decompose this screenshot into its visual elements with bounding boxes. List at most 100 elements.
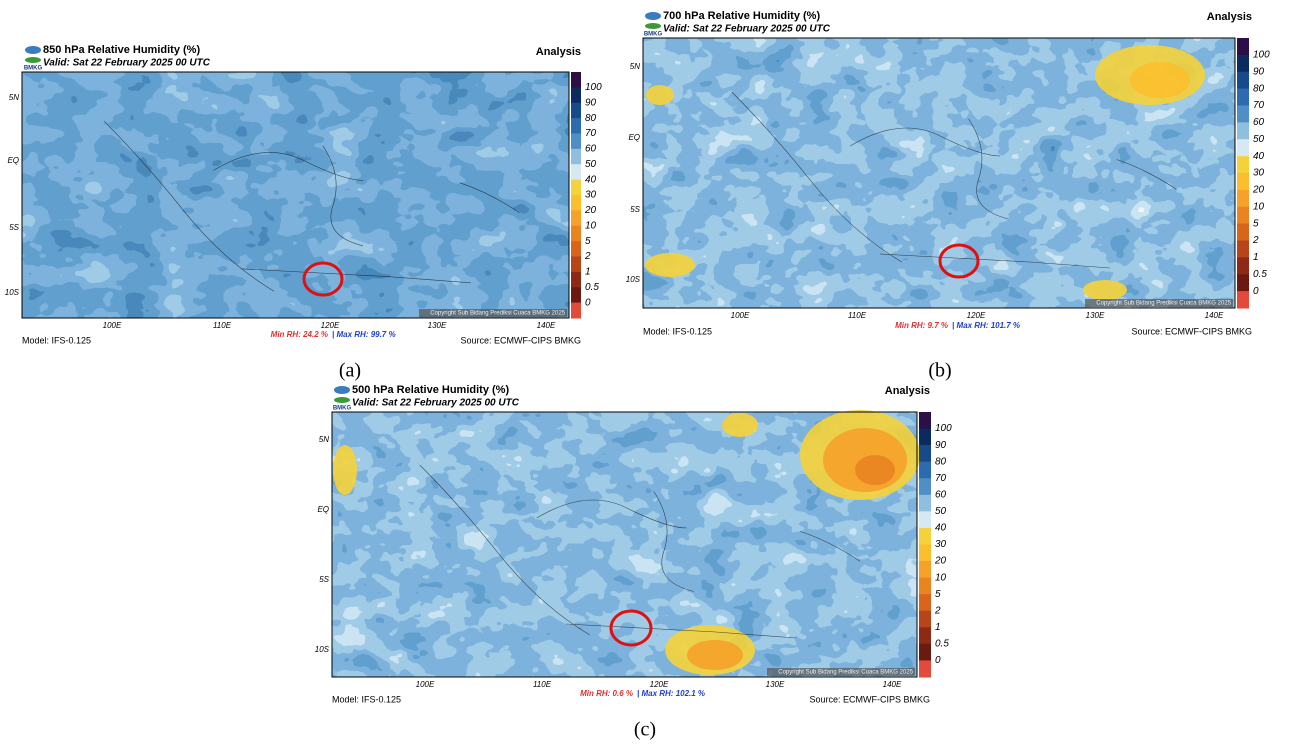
copyright: Copyright Sub Bidang Prediksi Cuaca BMKG… (778, 670, 913, 676)
colorbar-segment (1237, 38, 1249, 56)
lon-label: 110E (533, 680, 552, 689)
colorbar-label: 20 (1252, 185, 1265, 196)
lon-label: 130E (428, 321, 447, 330)
logo (334, 397, 350, 403)
colorbar-segment (1237, 139, 1249, 157)
coastline (731, 91, 1177, 269)
colorbar-label: 90 (585, 97, 597, 108)
map-panel: Copyright Sub Bidang Prediksi Cuaca BMKG… (5, 44, 602, 382)
colorbar-label: 100 (935, 423, 952, 434)
logo-text: BMKG (24, 66, 43, 72)
lat-label: EQ (628, 133, 640, 142)
valid-time: Valid: Sat 22 February 2025 00 UTC (352, 398, 520, 409)
analysis-label: Analysis (536, 46, 581, 58)
colorbar-label: 40 (935, 523, 947, 534)
copyright-box (767, 668, 915, 676)
lon-label: 120E (650, 680, 669, 689)
lat-label: 5S (630, 205, 640, 214)
colorbar-segment (1237, 223, 1249, 241)
colorbar-label: 0 (585, 297, 591, 308)
colorbar-label: 100 (1253, 50, 1270, 61)
dry-area (687, 640, 743, 670)
colorbar-segment (919, 594, 931, 612)
lon-label: 110E (213, 321, 232, 330)
colorbar-segment (919, 577, 931, 595)
colorbar-segment (571, 118, 581, 134)
colorbar-segment (1237, 240, 1249, 258)
colorbar-label: 0.5 (1253, 269, 1267, 280)
colorbar-segment (571, 287, 581, 304)
analysis-label: Analysis (885, 385, 930, 397)
colorbar-segment (571, 148, 581, 165)
colorbar-segment (919, 561, 931, 579)
colorbar-label: 2 (584, 251, 591, 262)
colorbar-label: 40 (585, 174, 597, 185)
caption: (b) (928, 360, 951, 382)
colorbar-segment (1237, 54, 1249, 73)
colorbar-segment (1237, 291, 1249, 309)
colorbar-segment (571, 133, 581, 150)
colorbar-label: 0 (1253, 286, 1259, 297)
colorbar-label: 5 (585, 236, 591, 247)
colorbar-label: 2 (1252, 235, 1259, 246)
valid-time: Valid: Sat 22 February 2025 00 UTC (43, 58, 211, 69)
colorbar-segment (919, 428, 931, 446)
logo (645, 12, 661, 20)
map-panel: Copyright Sub Bidang Prediksi Cuaca BMKG… (315, 384, 952, 741)
colorbar-segment (571, 195, 581, 211)
logo (645, 23, 661, 29)
lon-label: 140E (537, 321, 556, 330)
colorbar-segment (1237, 105, 1249, 123)
dry-area (333, 445, 357, 495)
panel-title: 850 hPa Relative Humidity (%) (43, 44, 200, 56)
lat-label: 10S (315, 645, 330, 654)
dry-area (1130, 62, 1190, 98)
analysis-label: Analysis (1207, 11, 1252, 23)
colorbar-segment (919, 478, 931, 496)
min-rh: Min RH: 0.6 % (580, 689, 633, 698)
highlight-circle (938, 243, 980, 279)
lon-label: 120E (967, 311, 986, 320)
lon-label: 140E (883, 680, 902, 689)
panel-title: 700 hPa Relative Humidity (%) (663, 10, 820, 22)
colorbar-segment (571, 72, 581, 88)
caption: (c) (634, 719, 656, 741)
caption: (a) (339, 360, 361, 382)
model-label: Model: IFS-0.125 (332, 694, 401, 704)
colorbar-label: 1 (585, 267, 591, 278)
source-label: Source: ECMWF-CIPS BMKG (1131, 326, 1252, 336)
colorbar-label: 90 (935, 440, 947, 451)
colorbar-label: 50 (1253, 134, 1265, 145)
colorbar-label: 80 (585, 113, 597, 124)
colorbar-segment (1237, 122, 1249, 140)
colorbar-segment (571, 87, 581, 104)
colorbar-label: 40 (1253, 151, 1265, 162)
map-panel: Copyright Sub Bidang Prediksi Cuaca BMKG… (626, 10, 1270, 382)
valid-time: Valid: Sat 22 February 2025 00 UTC (663, 24, 831, 35)
lat-label: 5N (319, 435, 329, 444)
colorbar-label: 20 (584, 205, 597, 216)
lon-label: 110E (848, 311, 867, 320)
colorbar-label: 70 (935, 473, 947, 484)
highlight-circle (302, 261, 344, 297)
copyright-box (419, 309, 567, 317)
colorbar-segment (919, 445, 931, 463)
min-rh: Min RH: 24.2 % (271, 330, 328, 339)
colorbar-segment (919, 643, 931, 661)
colorbar-segment (1237, 156, 1249, 174)
logo (334, 386, 350, 394)
model-label: Model: IFS-0.125 (22, 335, 91, 345)
logo (25, 57, 41, 63)
lon-label: 130E (1086, 311, 1105, 320)
colorbar-segment (571, 302, 581, 319)
humidity-field (22, 72, 569, 318)
colorbar-label: 30 (585, 190, 597, 201)
dry-area (646, 85, 674, 105)
model-label: Model: IFS-0.125 (643, 326, 712, 336)
colorbar-segment (919, 511, 931, 529)
source-label: Source: ECMWF-CIPS BMKG (460, 335, 581, 345)
colorbar-label: 70 (1253, 100, 1265, 111)
colorbar-label: 30 (1253, 168, 1265, 179)
lat-label: 5S (319, 575, 329, 584)
